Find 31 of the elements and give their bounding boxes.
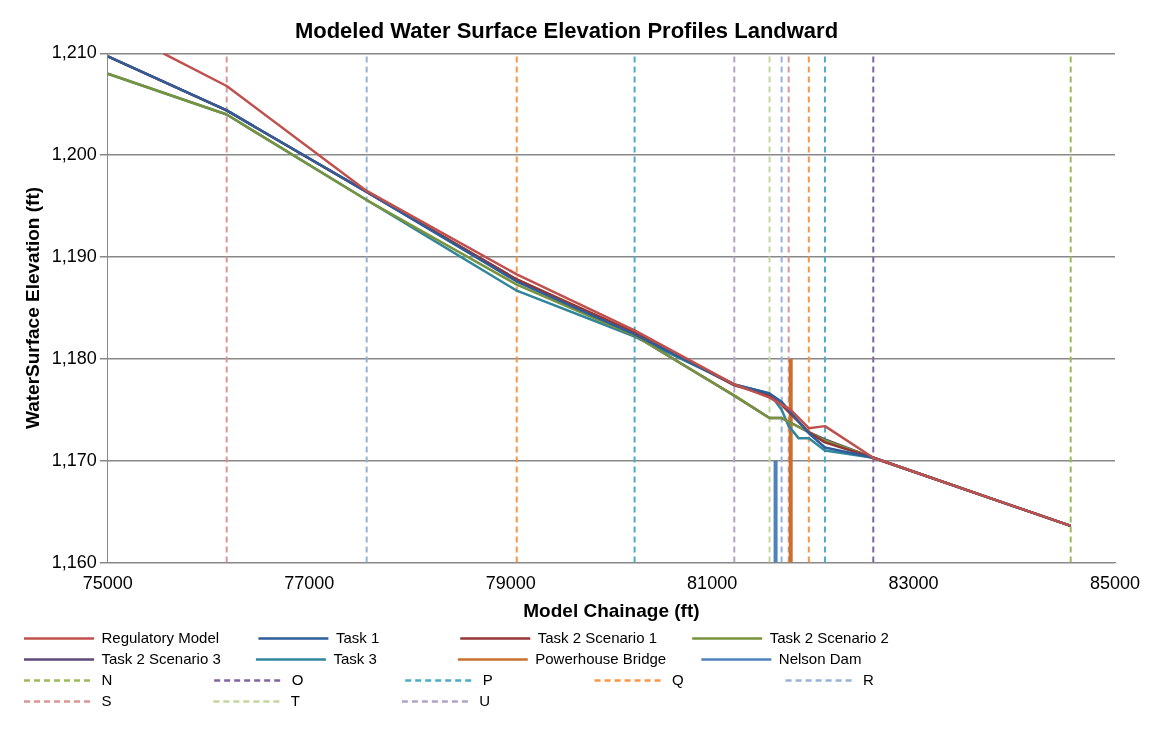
y-tick-label: 1,210 xyxy=(51,42,97,63)
legend-label: O xyxy=(291,670,400,688)
legend-label: Task 2 Scenario 3 xyxy=(101,649,250,667)
x-tick-label: 75000 xyxy=(82,573,133,594)
legend-label: P xyxy=(482,670,589,688)
y-tick-label: 1,200 xyxy=(51,144,97,165)
legend-label: Task 3 xyxy=(333,649,452,667)
x-tick-label: 83000 xyxy=(888,573,939,594)
legend-label: Task 2 Scenario 2 xyxy=(769,628,919,646)
legend-label: Task 2 Scenario 1 xyxy=(537,628,687,646)
legend-label: U xyxy=(479,691,587,709)
legend-label: T xyxy=(290,691,396,709)
legend-label: N xyxy=(101,670,209,688)
x-axis-title: Model Chainage (ft) xyxy=(523,599,700,621)
x-tick-label: 77000 xyxy=(284,573,335,594)
chart-title: Modeled Water Surface Elevation Profiles Landward xyxy=(294,18,839,44)
y-tick-label: 1,170 xyxy=(51,449,97,470)
legend-label: Powerhouse Bridge xyxy=(535,649,696,667)
legend-label: Regulatory Model xyxy=(101,628,253,646)
legend-label: Nelson Dam xyxy=(778,649,920,667)
y-axis-title: WaterSurface Elevation (ft) xyxy=(21,186,43,430)
x-tick-label: 85000 xyxy=(1089,573,1141,594)
legend-label: R xyxy=(863,670,970,688)
x-tick-label: 79000 xyxy=(485,573,536,594)
y-tick-label: 1,180 xyxy=(51,347,97,368)
legend-label: Q xyxy=(672,670,780,688)
x-tick-label: 81000 xyxy=(687,573,738,594)
legend-label: S xyxy=(101,691,208,709)
y-tick-label: 1,190 xyxy=(51,246,97,267)
legend-label: Task 1 xyxy=(335,628,455,646)
y-tick-label: 1,160 xyxy=(51,551,97,572)
